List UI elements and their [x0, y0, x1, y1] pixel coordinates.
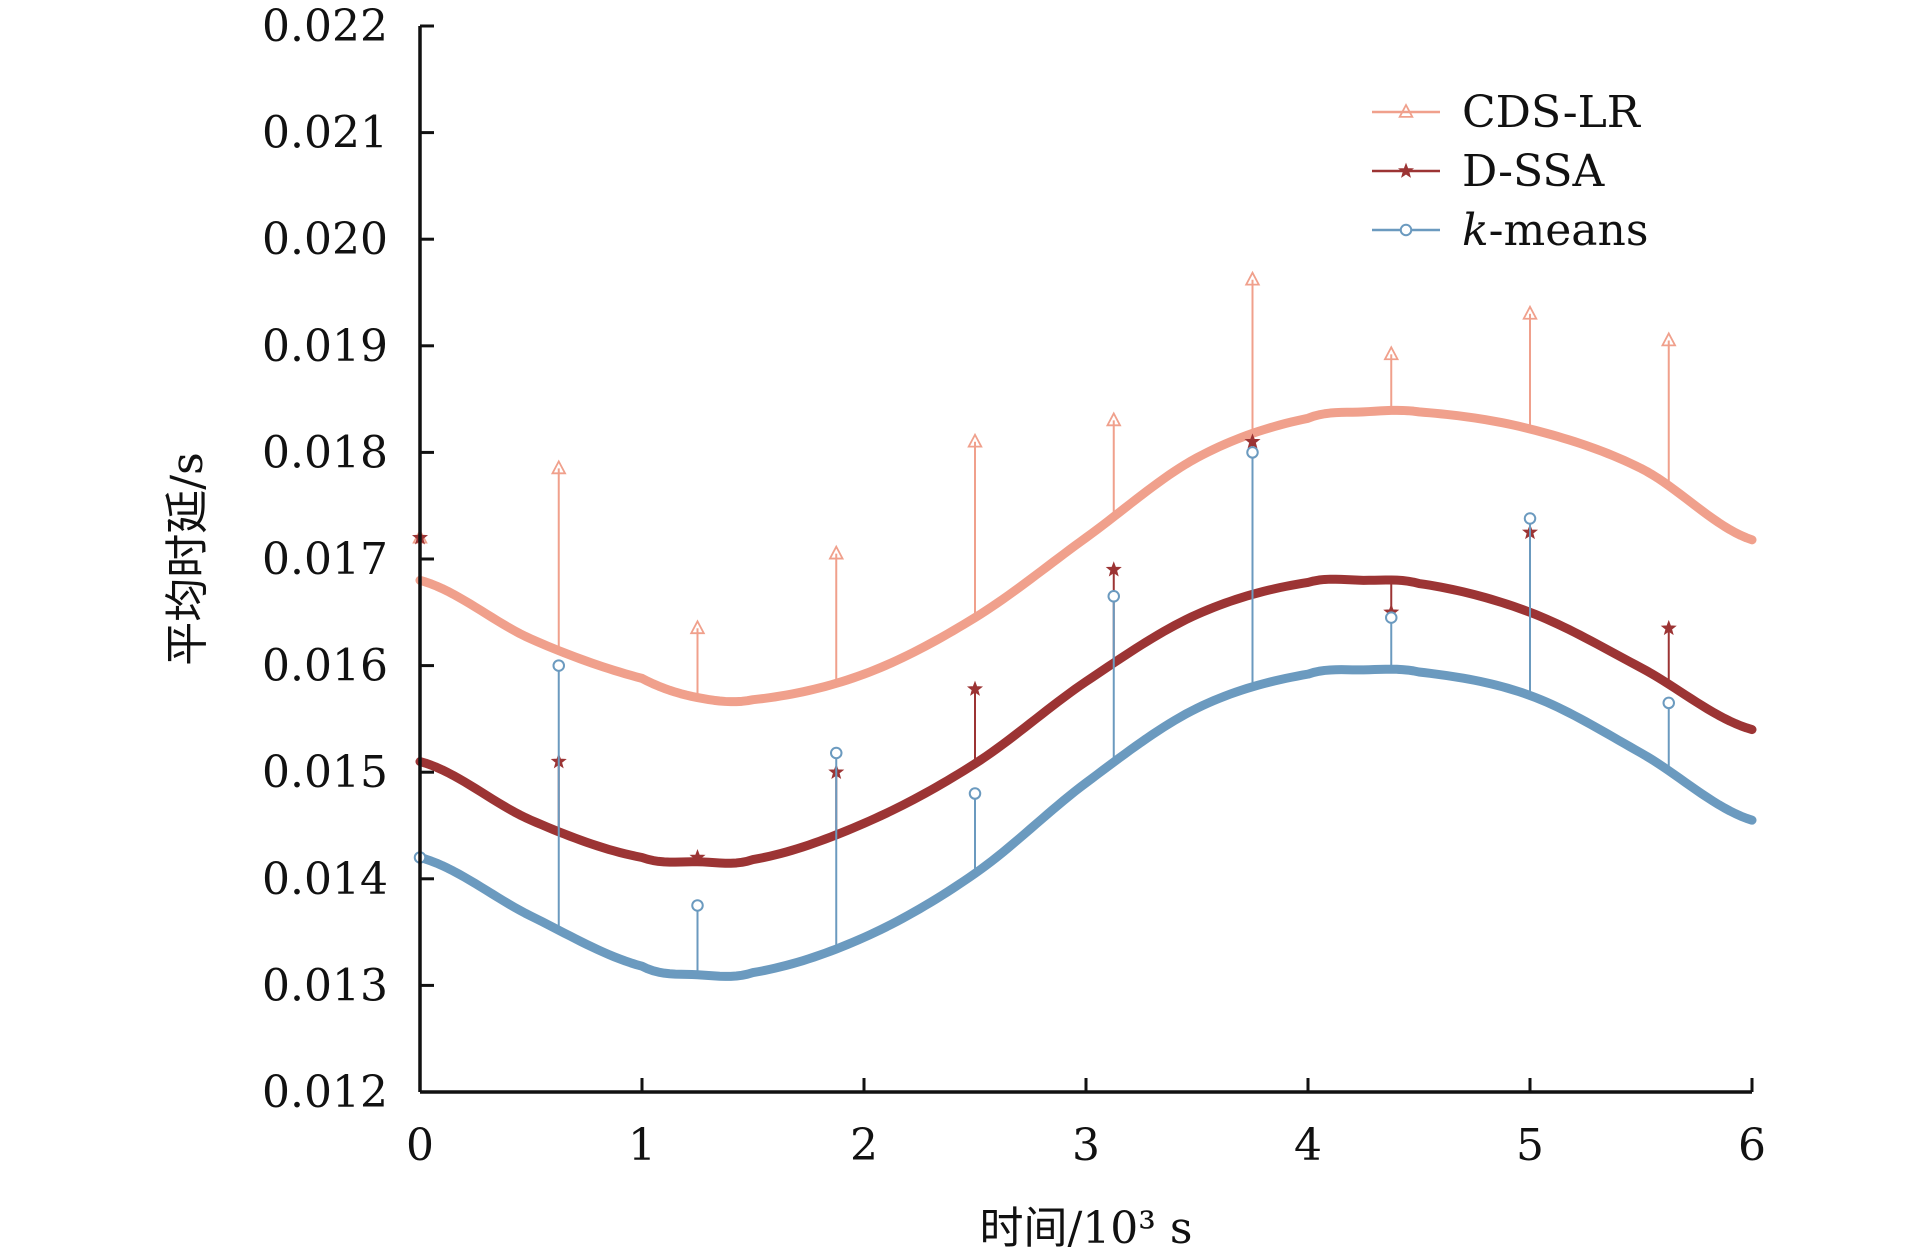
series-layer	[411, 270, 1757, 981]
legend-marker	[1399, 223, 1413, 237]
y-tick-label: 0.017	[262, 534, 388, 585]
series-line	[415, 574, 1757, 868]
ticks: 0 1 2 3 4 5 6 0.012 0.013 0.014 0.015 0.016 0.017 0.0…	[262, 1, 1766, 1171]
y-tick-label: 0.018	[262, 427, 388, 478]
y-axis-label: 平均时延/s	[162, 452, 213, 665]
x-tick-label: 6	[1738, 1120, 1766, 1171]
sample-point	[689, 849, 706, 865]
series-k-means	[413, 446, 1757, 981]
y-tick-label: 0.015	[262, 747, 388, 798]
sample-point	[691, 899, 704, 912]
legend-item: k-means	[1372, 205, 1648, 256]
y-tick-label: 0.014	[262, 854, 388, 905]
x-tick-label: 3	[1072, 1120, 1100, 1171]
legend-item: CDS-LR	[1372, 87, 1642, 138]
legend-marker	[1398, 103, 1414, 118]
y-tick-label: 0.019	[262, 321, 388, 372]
sample-point	[828, 544, 845, 560]
sample-point	[1385, 611, 1398, 624]
y-tick-label: 0.020	[262, 214, 388, 265]
sample-point	[1662, 696, 1675, 710]
sample-point	[1246, 446, 1259, 459]
x-axis-label: 时间/10³ s	[979, 1203, 1192, 1252]
sample-point	[550, 459, 567, 475]
legend-label: D-SSA	[1462, 146, 1605, 197]
legend-label: CDS-LR	[1462, 87, 1642, 138]
y-tick-label: 0.013	[262, 960, 388, 1011]
sample-point	[830, 746, 843, 760]
series-CDS-LR	[412, 270, 1757, 707]
legend: CDS-LR D-SSA k-means	[1372, 87, 1648, 256]
x-tick-label: 5	[1516, 1120, 1544, 1171]
sample-point	[689, 619, 706, 635]
y-tick-label: 0.012	[262, 1067, 388, 1118]
sample-point	[1107, 590, 1120, 603]
y-tick-label: 0.021	[262, 108, 388, 159]
sample-point	[1522, 304, 1538, 320]
sample-point	[1105, 561, 1122, 577]
legend-item: D-SSA	[1372, 146, 1605, 197]
y-tick-label: 0.022	[262, 1, 388, 52]
sample-point	[968, 787, 982, 800]
sample-point	[1660, 619, 1677, 636]
x-tick-label: 2	[850, 1120, 878, 1171]
series-D-SSA	[411, 433, 1757, 868]
y-tick-label: 0.016	[262, 641, 388, 692]
series-line	[415, 405, 1757, 707]
legend-label: k-means	[1462, 205, 1648, 256]
sample-point	[1660, 331, 1677, 347]
legend-marker	[1397, 162, 1415, 178]
x-tick-label: 4	[1294, 1120, 1322, 1171]
sample-point	[1105, 411, 1122, 427]
sample-point	[552, 659, 565, 672]
series-line	[415, 664, 1757, 981]
sample-point	[1523, 512, 1537, 525]
sample-point	[1383, 345, 1400, 361]
x-tick-label: 1	[628, 1120, 656, 1171]
x-tick-label: 0	[406, 1120, 434, 1171]
sample-point	[966, 680, 984, 696]
sample-point	[967, 432, 983, 448]
sample-point	[1244, 433, 1261, 449]
sample-point	[1244, 270, 1261, 286]
